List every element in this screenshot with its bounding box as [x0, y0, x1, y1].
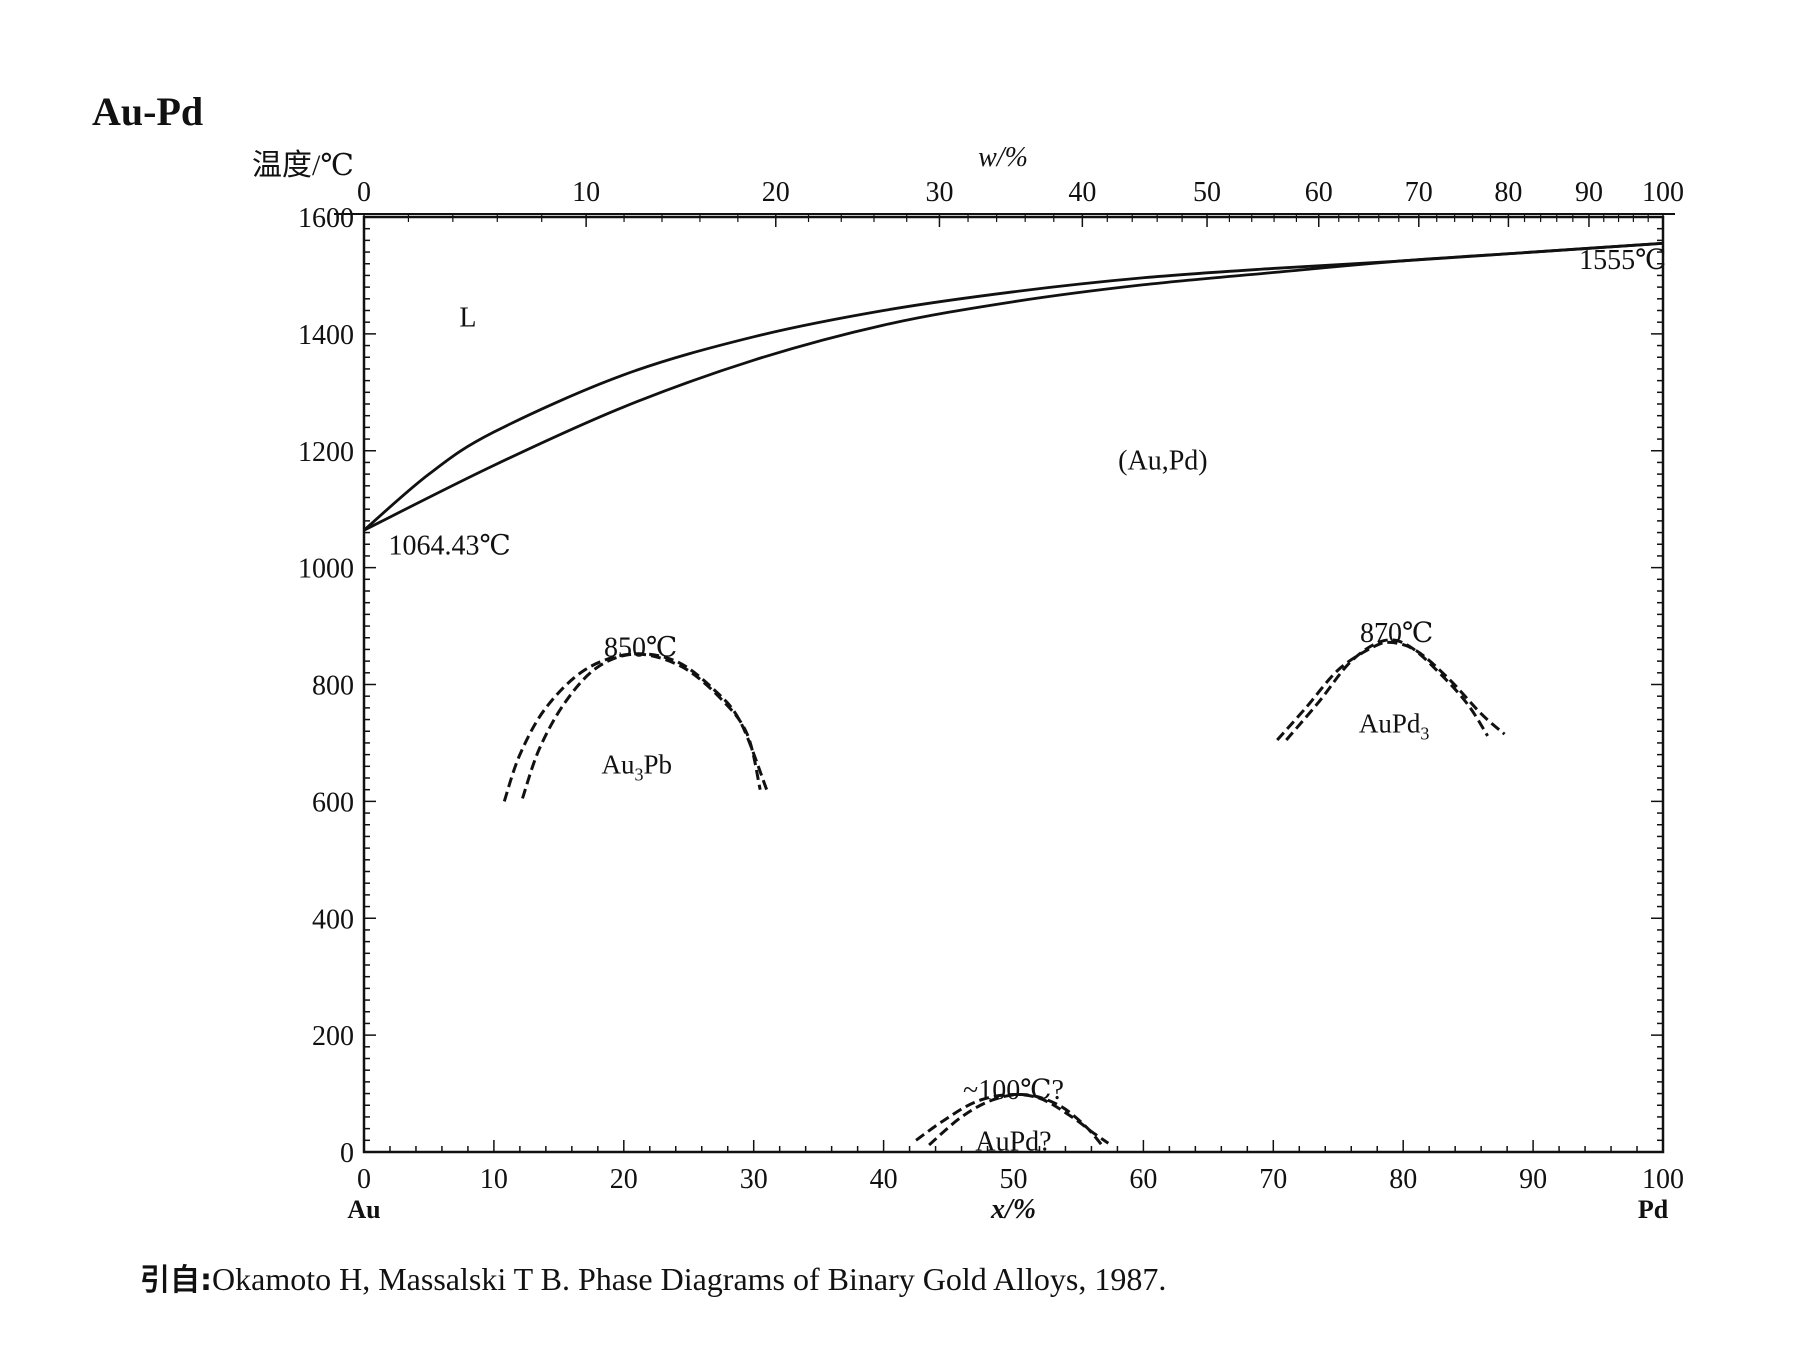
top-tick-label: 90 [1575, 177, 1603, 208]
y-tick-label: 400 [312, 904, 354, 935]
x-tick-label: 90 [1519, 1164, 1547, 1195]
annotation-label: L [459, 302, 476, 333]
x-axis-label-bottom: x/% [990, 1194, 1036, 1225]
annotation-label: ~100℃? [963, 1075, 1064, 1106]
x-tick-label: 10 [480, 1164, 508, 1195]
x-tick-label: 40 [870, 1164, 898, 1195]
phase-label: AuPd3 [1359, 708, 1430, 743]
phase-boundary-dashed [1276, 640, 1506, 742]
y-tick-label: 800 [312, 671, 354, 702]
top-tick-label: 0 [357, 177, 371, 208]
x-axis-top: 0 10 20 30 40 50 60 70 80 90 100 w/% [334, 142, 1684, 227]
top-tick-label: 60 [1305, 177, 1333, 208]
plot-frame [362, 215, 1665, 1154]
phase-boundary-solid [363, 241, 1664, 532]
x-tick-label: 0 [357, 1164, 371, 1195]
y-tick-label: 600 [312, 787, 354, 818]
annotation-label: 870℃ [1360, 618, 1433, 649]
y-tick-label: 0 [340, 1138, 354, 1169]
y-tick-label: 1400 [298, 320, 354, 351]
annotation-label: 1555℃ [1579, 245, 1666, 276]
x-tick-label: 70 [1259, 1164, 1287, 1195]
top-tick-label: 20 [762, 177, 790, 208]
phase-boundaries [363, 241, 1664, 1147]
annotation-label: 850℃ [604, 633, 677, 664]
top-tick-label: 30 [925, 177, 953, 208]
top-tick-label: 40 [1068, 177, 1096, 208]
annotation-label: 1064.43℃ [389, 530, 511, 561]
citation-text: Okamoto H, Massalski T B. Phase Diagrams… [212, 1261, 1167, 1297]
top-tick-label: 80 [1494, 177, 1522, 208]
phase-label: Au3Pb [602, 749, 673, 784]
x-axis-bottom: 0 10 20 30 40 50 60 70 80 90 100 Au Pd x/% [347, 1140, 1684, 1225]
top-tick-label: 70 [1405, 177, 1433, 208]
annotation-label: AuPd? [975, 1126, 1051, 1157]
phase-boundary-dashed [928, 1093, 1103, 1147]
x-axis-label-top: w/% [978, 142, 1028, 173]
y-tick-label: 1600 [298, 203, 354, 234]
top-tick-label: 100 [1642, 177, 1684, 208]
x-tick-label: 100 [1642, 1164, 1684, 1195]
x-tick-label: 80 [1389, 1164, 1417, 1195]
end-label-pd: Pd [1638, 1195, 1669, 1224]
citation-lead: 引自: [140, 1263, 212, 1298]
x-tick-label: 20 [610, 1164, 638, 1195]
phase-boundary-dashed [1285, 638, 1489, 741]
y-tick-label: 200 [312, 1021, 354, 1052]
end-label-au: Au [347, 1195, 380, 1224]
phase-boundary-dashed [521, 652, 762, 799]
phase-annotations: L (Au,Pd) 1064.43℃ 1555℃ 850℃ 870℃ ~100℃? AuPd?… [389, 245, 1667, 1157]
phase-boundary-solid [363, 241, 1664, 532]
plot-border [362, 215, 1665, 1154]
chart-title: Au-Pd [92, 89, 204, 134]
annotation-label: (Au,Pd) [1118, 446, 1207, 477]
top-tick-label: 10 [572, 177, 600, 208]
y-axis-label: 温度/℃ [252, 149, 354, 182]
x-tick-label: 50 [1000, 1164, 1028, 1195]
y-tick-label: 1000 [298, 554, 354, 585]
top-tick-label: 50 [1193, 177, 1221, 208]
x-tick-label: 30 [740, 1164, 768, 1195]
x-tick-label: 60 [1129, 1164, 1157, 1195]
y-tick-label: 1200 [298, 437, 354, 468]
citation: 引自:Okamoto H, Massalski T B. Phase Diagr… [140, 1255, 1166, 1299]
